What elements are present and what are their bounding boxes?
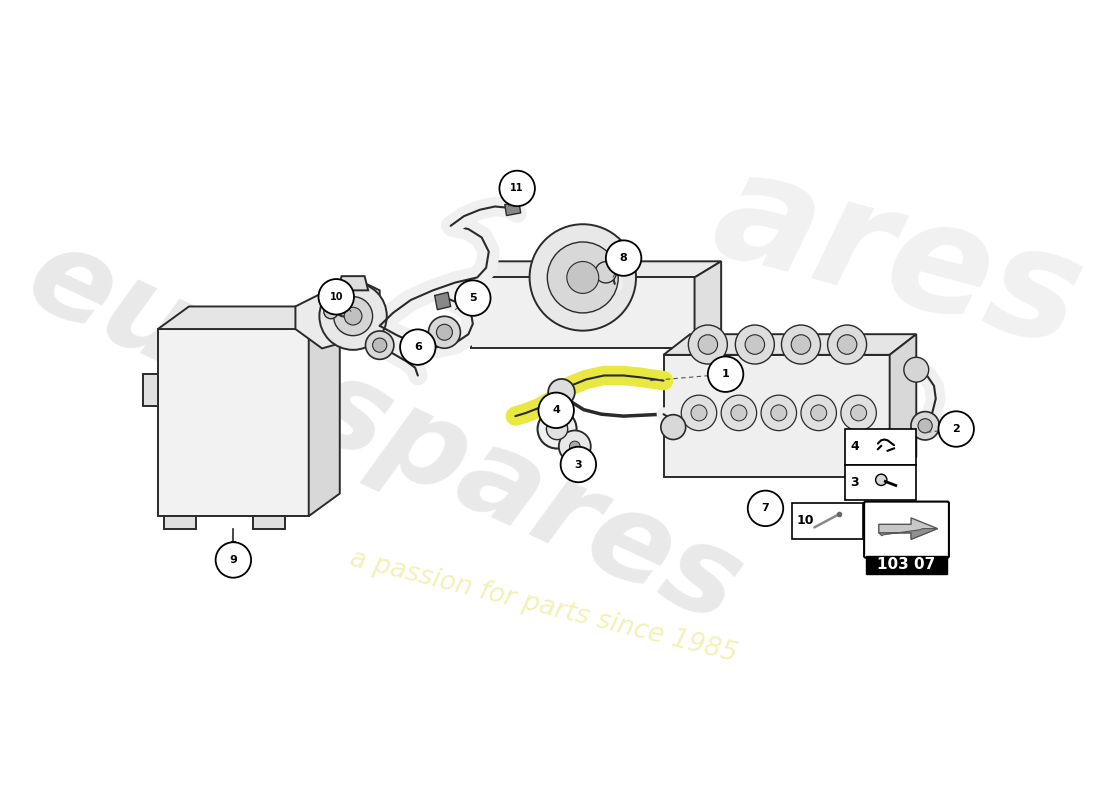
Circle shape xyxy=(429,316,461,348)
Circle shape xyxy=(561,446,596,482)
Circle shape xyxy=(538,410,576,449)
Circle shape xyxy=(938,411,974,446)
Text: 3: 3 xyxy=(850,476,859,489)
Circle shape xyxy=(801,395,836,430)
Text: 5: 5 xyxy=(469,293,476,303)
Circle shape xyxy=(698,334,717,354)
Circle shape xyxy=(840,395,877,430)
Circle shape xyxy=(365,331,394,359)
Text: a passion for parts since 1985: a passion for parts since 1985 xyxy=(348,546,740,667)
Circle shape xyxy=(548,379,575,406)
Text: 3: 3 xyxy=(574,459,582,470)
Polygon shape xyxy=(890,334,916,478)
Circle shape xyxy=(771,405,786,421)
Circle shape xyxy=(566,262,598,294)
Text: 103 07: 103 07 xyxy=(878,558,936,573)
Circle shape xyxy=(538,393,574,428)
Circle shape xyxy=(455,280,491,316)
Bar xyxy=(845,429,916,465)
Bar xyxy=(792,503,864,538)
Polygon shape xyxy=(164,516,196,529)
Circle shape xyxy=(827,325,867,364)
Circle shape xyxy=(918,418,932,433)
Bar xyxy=(866,556,947,574)
Circle shape xyxy=(735,325,774,364)
Bar xyxy=(845,465,916,500)
Text: 1: 1 xyxy=(722,369,729,379)
Polygon shape xyxy=(879,529,937,539)
Circle shape xyxy=(323,305,338,318)
Polygon shape xyxy=(663,355,890,478)
Polygon shape xyxy=(694,262,722,348)
Circle shape xyxy=(748,490,783,526)
Polygon shape xyxy=(296,278,380,348)
Circle shape xyxy=(529,224,636,330)
Circle shape xyxy=(400,330,436,365)
Text: 4: 4 xyxy=(850,440,859,454)
Circle shape xyxy=(811,405,827,421)
Circle shape xyxy=(730,405,747,421)
Polygon shape xyxy=(338,276,368,290)
Text: 8: 8 xyxy=(619,253,627,263)
Circle shape xyxy=(437,324,452,340)
Circle shape xyxy=(570,441,580,452)
Circle shape xyxy=(904,358,928,382)
FancyBboxPatch shape xyxy=(865,502,949,558)
Text: 4: 4 xyxy=(552,406,560,415)
Polygon shape xyxy=(471,262,722,278)
Polygon shape xyxy=(434,292,451,310)
Circle shape xyxy=(333,297,373,336)
Text: 6: 6 xyxy=(414,342,421,352)
Text: 7: 7 xyxy=(761,503,769,514)
Circle shape xyxy=(548,242,618,313)
Text: 10: 10 xyxy=(330,292,343,302)
Circle shape xyxy=(606,240,641,276)
Circle shape xyxy=(761,395,796,430)
Circle shape xyxy=(691,405,707,421)
Text: 2: 2 xyxy=(953,424,960,434)
Circle shape xyxy=(319,279,354,314)
Polygon shape xyxy=(253,516,285,529)
Circle shape xyxy=(547,418,568,440)
Circle shape xyxy=(837,334,857,354)
Text: ares: ares xyxy=(700,138,1098,378)
Circle shape xyxy=(745,334,764,354)
Text: eurospares: eurospares xyxy=(9,216,759,649)
Circle shape xyxy=(344,307,362,325)
Polygon shape xyxy=(143,374,158,406)
Circle shape xyxy=(707,357,744,392)
Text: 9: 9 xyxy=(230,555,238,565)
Polygon shape xyxy=(158,329,309,516)
Circle shape xyxy=(911,412,939,440)
Circle shape xyxy=(499,170,535,206)
Polygon shape xyxy=(309,306,340,516)
Text: 10: 10 xyxy=(796,514,814,527)
Circle shape xyxy=(681,395,717,430)
Circle shape xyxy=(559,430,591,462)
Circle shape xyxy=(689,325,727,364)
Circle shape xyxy=(595,262,616,283)
Polygon shape xyxy=(158,306,340,329)
Circle shape xyxy=(319,282,387,350)
Polygon shape xyxy=(663,334,916,355)
Circle shape xyxy=(722,395,757,430)
Circle shape xyxy=(661,414,685,439)
Circle shape xyxy=(791,334,811,354)
Circle shape xyxy=(373,338,387,352)
Circle shape xyxy=(876,474,887,486)
Polygon shape xyxy=(505,202,520,215)
Circle shape xyxy=(781,325,821,364)
Polygon shape xyxy=(471,278,694,348)
Circle shape xyxy=(850,405,867,421)
Polygon shape xyxy=(879,518,937,539)
Circle shape xyxy=(216,542,251,578)
Text: 11: 11 xyxy=(510,183,524,194)
